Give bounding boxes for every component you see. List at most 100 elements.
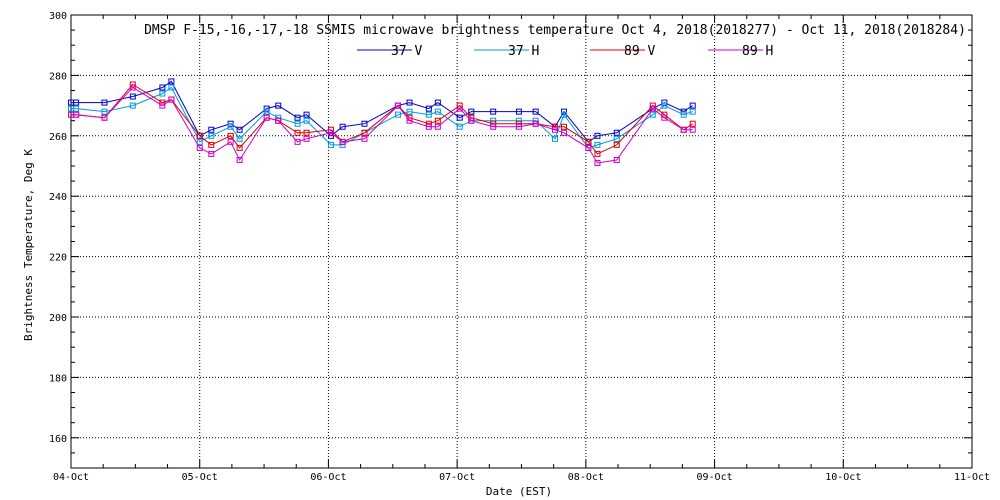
data-point	[101, 114, 108, 121]
data-point	[236, 144, 243, 151]
data-point	[208, 132, 215, 139]
series-line	[71, 86, 693, 149]
data-point	[515, 108, 522, 115]
x-tick-label: 11-Oct	[954, 472, 990, 483]
x-tick-label: 05-Oct	[182, 472, 218, 483]
axes: 04-Oct 05-Oct 06-Oct 07-Oct 08-Oct 09-Oct 10-O…	[49, 11, 990, 483]
data-point	[294, 138, 301, 145]
data-point	[468, 117, 475, 124]
data-point	[361, 129, 368, 136]
data-point	[129, 84, 136, 91]
data-point	[594, 141, 601, 148]
data-point	[101, 108, 108, 115]
data-point	[361, 135, 368, 142]
legend-label: 89 H	[742, 44, 773, 59]
data-point	[425, 111, 432, 118]
data-point	[275, 114, 282, 121]
data-point	[159, 102, 166, 109]
y-tick-label: 300	[49, 11, 67, 22]
chart-title: DMSP F-15,-16,-17,-18 SSMIS microwave br…	[144, 23, 966, 38]
data-point	[208, 126, 215, 133]
data-point	[661, 114, 668, 121]
data-point	[275, 117, 282, 124]
data-point	[129, 93, 136, 100]
data-point	[236, 156, 243, 163]
data-point	[585, 144, 592, 151]
data-point	[168, 78, 175, 85]
series-37-h	[68, 84, 696, 151]
grid	[71, 15, 972, 468]
y-tick-label: 200	[49, 313, 67, 324]
data-point	[236, 126, 243, 133]
data-point	[490, 123, 497, 130]
data-point	[613, 156, 620, 163]
data-point	[275, 102, 282, 109]
data-point	[680, 126, 687, 133]
x-tick-label: 09-Oct	[697, 472, 733, 483]
legend-label: 37 V	[391, 44, 422, 59]
data-point	[406, 99, 413, 106]
data-point	[236, 135, 243, 142]
data-point	[689, 102, 696, 109]
data-point	[585, 138, 592, 145]
x-tick-label: 06-Oct	[310, 472, 346, 483]
data-point	[294, 129, 301, 136]
data-point	[594, 159, 601, 166]
data-point	[328, 141, 335, 148]
data-point	[129, 102, 136, 109]
y-tick-label: 240	[49, 192, 67, 203]
data-point	[613, 129, 620, 136]
data-point	[263, 108, 270, 115]
data-point	[560, 129, 567, 136]
y-tick-label: 180	[49, 373, 67, 384]
data-point	[227, 132, 234, 139]
data-point	[168, 96, 175, 103]
x-tick-label: 08-Oct	[568, 472, 604, 483]
legend-label: 89 V	[624, 44, 655, 59]
series-area	[68, 78, 696, 166]
data-point	[196, 132, 203, 139]
series-37-v	[68, 78, 696, 145]
data-point	[551, 123, 558, 130]
data-point	[515, 123, 522, 130]
data-point	[594, 150, 601, 157]
data-point	[394, 111, 401, 118]
data-point	[560, 123, 567, 130]
data-point	[159, 84, 166, 91]
data-point	[208, 150, 215, 157]
data-point	[361, 120, 368, 127]
data-point	[689, 108, 696, 115]
data-point	[227, 138, 234, 145]
data-point	[303, 129, 310, 136]
data-point	[303, 135, 310, 142]
data-point	[425, 105, 432, 112]
data-point	[208, 141, 215, 148]
y-tick-label: 280	[49, 71, 67, 82]
x-tick-label: 10-Oct	[825, 472, 861, 483]
data-point	[294, 114, 301, 121]
y-axis-label: Brightness Temperature, Deg K	[22, 149, 35, 341]
data-point	[532, 108, 539, 115]
data-point	[551, 126, 558, 133]
x-axis-label: Date (EST)	[486, 485, 552, 498]
data-point	[73, 99, 80, 106]
data-point	[339, 138, 346, 145]
data-point	[468, 108, 475, 115]
data-point	[456, 105, 463, 112]
data-point	[196, 144, 203, 151]
data-point	[328, 126, 335, 133]
data-point	[73, 111, 80, 118]
data-point	[168, 84, 175, 91]
data-point	[649, 111, 656, 118]
series-line	[71, 86, 693, 164]
data-point	[560, 111, 567, 118]
data-point	[661, 102, 668, 109]
data-point	[101, 99, 108, 106]
data-point	[434, 117, 441, 124]
data-point	[434, 99, 441, 106]
data-point	[613, 141, 620, 148]
data-point	[649, 105, 656, 112]
y-tick-label: 160	[49, 434, 67, 445]
legend: 37 V 37 H 89 V 89 H	[357, 44, 773, 59]
